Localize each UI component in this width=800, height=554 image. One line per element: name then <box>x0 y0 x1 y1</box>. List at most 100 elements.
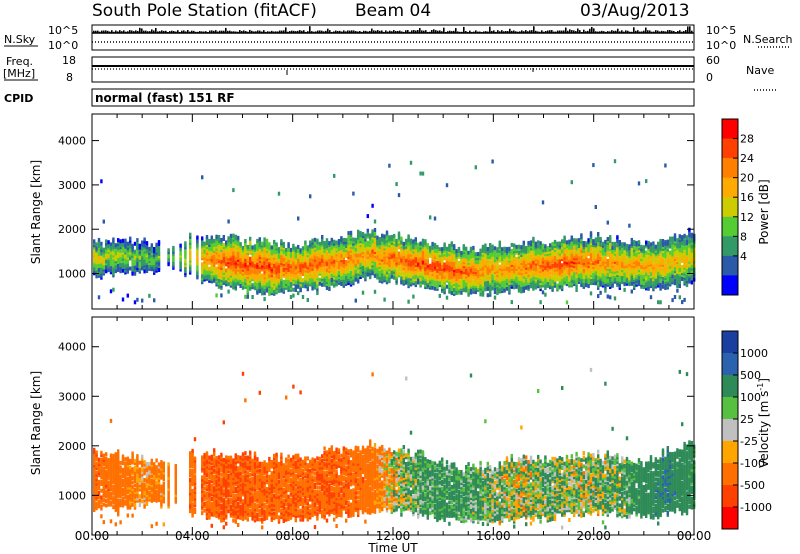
echo-cell <box>275 242 278 247</box>
echo-cell <box>376 235 379 240</box>
nsky-bar <box>463 26 465 33</box>
echo-cell <box>424 239 427 244</box>
echo-cell <box>652 245 655 250</box>
nsky-bar <box>667 30 669 33</box>
nsky-bar <box>193 30 195 33</box>
nsky-bar <box>551 30 553 33</box>
echo-cell <box>589 281 593 286</box>
nsky-bar <box>215 30 217 33</box>
echo-cell <box>486 293 489 298</box>
echo-cell <box>469 288 473 293</box>
nsky-bar <box>187 30 189 33</box>
echo-cell <box>436 245 439 249</box>
echo-cell <box>136 258 139 262</box>
echo-cell <box>227 289 230 294</box>
echo-cell <box>232 257 235 262</box>
echo-cell <box>301 278 305 283</box>
nsky-bar <box>375 30 377 33</box>
echo-cell <box>613 296 617 301</box>
echo-cell <box>263 291 266 296</box>
echo-cell <box>397 251 401 256</box>
echo-cell <box>517 252 521 257</box>
nsky-bar <box>647 30 649 33</box>
echo-cell <box>222 235 225 239</box>
echo-cell <box>647 240 650 245</box>
echo-cell <box>407 299 410 304</box>
echo-cell <box>342 275 345 280</box>
nsky-bar <box>691 30 693 33</box>
nsky-bar <box>285 27 287 33</box>
echo-cell <box>597 254 600 258</box>
nsky-label: N.Sky <box>4 33 36 46</box>
echo-cell <box>453 244 456 249</box>
echo-cell <box>143 261 146 266</box>
nsky-bar <box>159 31 161 33</box>
nsky-bar <box>339 30 341 33</box>
echo-cell <box>659 300 662 305</box>
echo-cell <box>546 275 549 280</box>
echo-cell <box>321 282 324 287</box>
echo-cell <box>121 246 125 251</box>
echo-cell <box>385 230 389 235</box>
echo-cell <box>525 253 528 258</box>
nsky-bar <box>171 30 173 33</box>
echo-cell <box>599 236 602 241</box>
echo-cell <box>412 275 415 280</box>
echo-cell <box>241 245 245 250</box>
echo-cell <box>493 258 497 263</box>
nsky-bar <box>603 31 605 33</box>
echo-cell <box>546 246 549 250</box>
echo-cell <box>618 256 621 260</box>
echo-cell <box>280 253 283 258</box>
echo-cell <box>330 245 333 250</box>
echo-cell <box>537 240 540 245</box>
nsky-bar <box>399 30 401 33</box>
nsky-bar <box>379 30 381 33</box>
nsky-bar <box>577 28 579 33</box>
echo-cell <box>376 251 379 256</box>
echo-cell <box>549 271 552 276</box>
echo-cell <box>556 277 559 282</box>
echo-cell <box>654 262 657 267</box>
echo-cell <box>213 238 216 243</box>
echo-cell <box>321 235 324 239</box>
echo-cell <box>227 274 230 279</box>
echo-cell <box>606 250 609 255</box>
echo-cell <box>429 215 432 220</box>
echo-cell <box>580 233 583 238</box>
nsky-bar <box>425 30 427 33</box>
nsky-bar <box>505 31 507 33</box>
echo-cell <box>599 290 602 295</box>
echo-cell <box>239 264 242 268</box>
echo-cell <box>328 287 331 291</box>
nsky-bar <box>259 30 261 33</box>
echo-cell <box>529 254 533 259</box>
echo-cell <box>227 264 230 269</box>
echo-cell <box>640 264 643 269</box>
echo-cell <box>277 191 281 196</box>
echo-cell <box>133 249 137 254</box>
echo-cell <box>145 241 149 246</box>
echo-cell <box>239 250 242 254</box>
echo-cell <box>210 255 213 260</box>
nsky-bar <box>151 29 153 33</box>
nsky-bar <box>673 31 675 33</box>
echo-cell <box>438 281 441 286</box>
echo-cell <box>280 239 283 244</box>
nsky-bar <box>129 30 131 33</box>
echo-cell <box>585 241 588 246</box>
echo-cell <box>287 285 290 290</box>
echo-cell <box>453 256 456 260</box>
echo-cell <box>301 252 305 257</box>
echo-cell <box>385 258 389 263</box>
nsky-bar <box>687 26 689 33</box>
echo-cell <box>541 257 545 262</box>
nsky-bar <box>595 31 597 33</box>
nsky-bar <box>137 30 139 33</box>
nsky-bar <box>231 31 233 33</box>
echo-cell <box>433 274 437 279</box>
echo-cell <box>234 234 237 239</box>
echo-cell <box>292 287 295 292</box>
echo-cell <box>309 272 312 277</box>
echo-cell <box>412 239 415 244</box>
